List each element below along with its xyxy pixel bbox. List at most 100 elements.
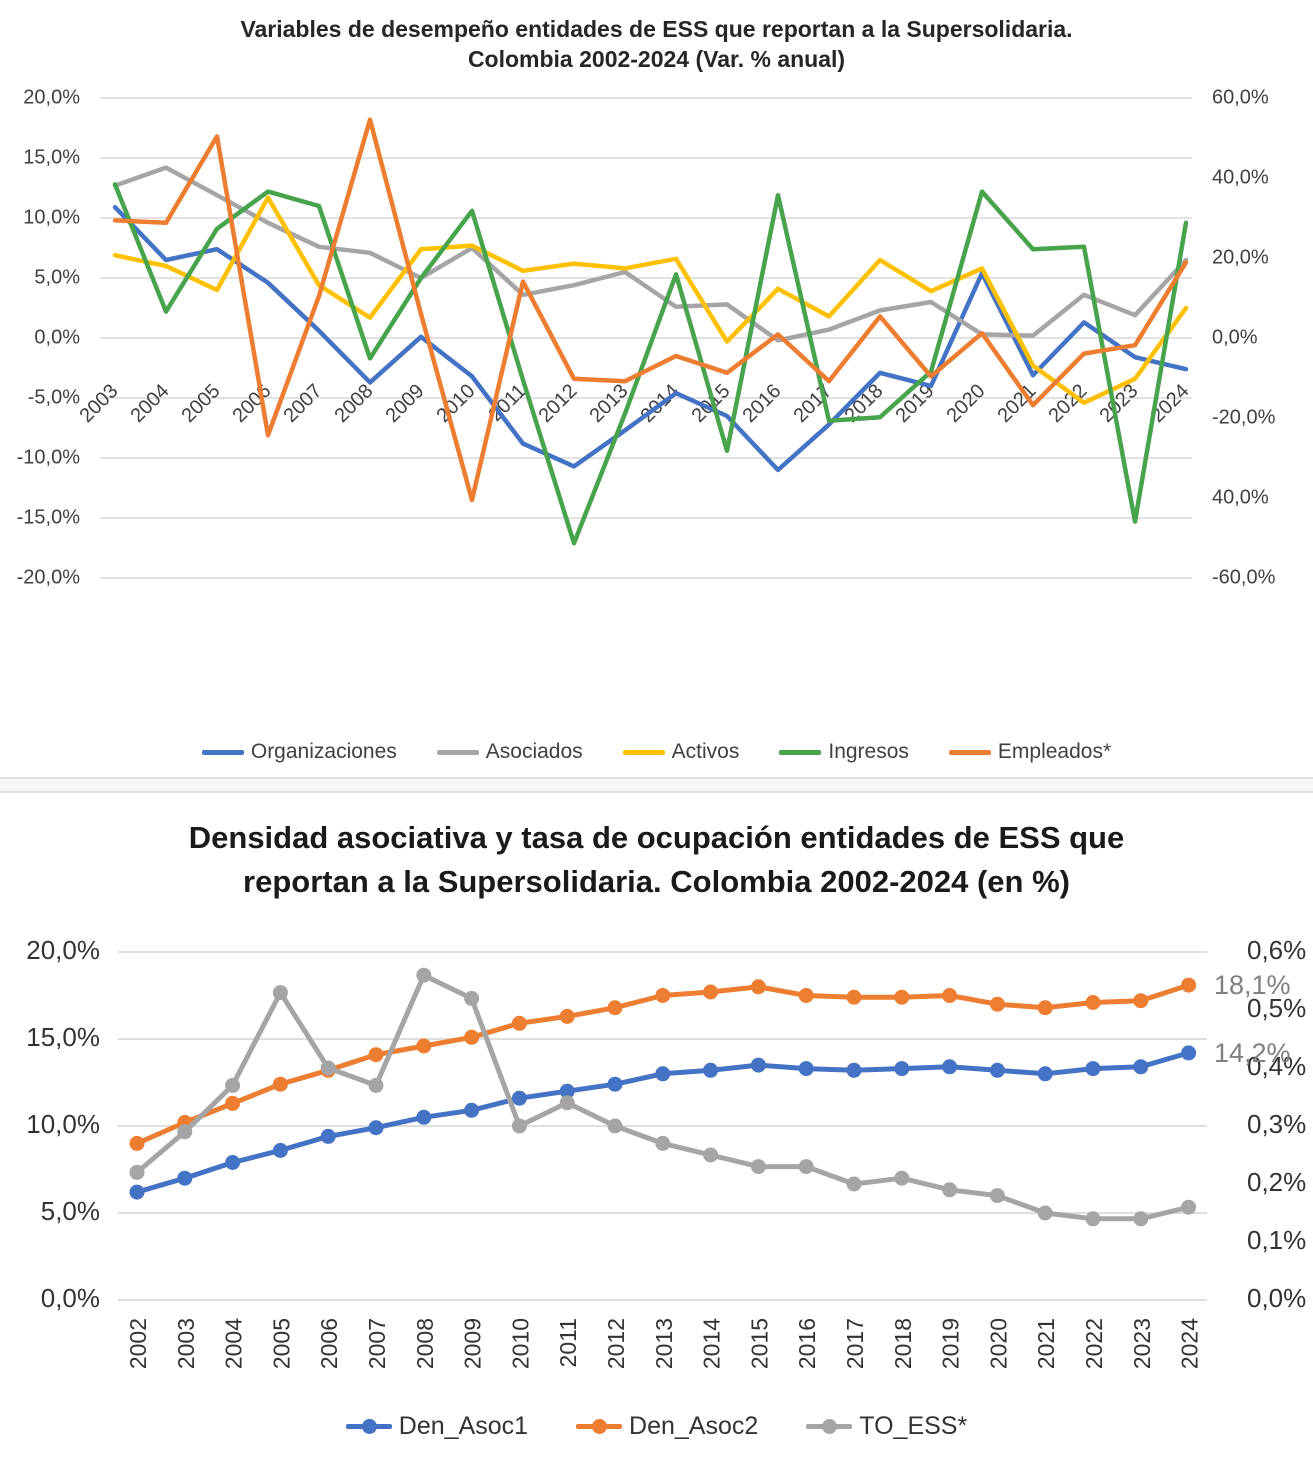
top-right-axis-tick: 40,0% — [1212, 166, 1269, 188]
bottom-series-marker-den-asoc2 — [989, 996, 1005, 1012]
bottom-series-marker-to-ess- — [703, 1147, 719, 1163]
bottom-series-marker-den-asoc1 — [320, 1128, 336, 1144]
bottom-series-marker-den-asoc2 — [511, 1015, 527, 1031]
legend-item-den-asoc1: Den_Asoc1 — [345, 1412, 528, 1441]
top-chart-legend: Organizaciones Asociados Activos Ingresos Em… — [0, 736, 1313, 768]
bottom-series-marker-den-asoc2 — [846, 989, 862, 1005]
bottom-x-axis-label: 2006 — [316, 1318, 342, 1369]
bottom-x-axis-label: 2024 — [1177, 1318, 1203, 1369]
bottom-series-marker-den-asoc2 — [1085, 995, 1101, 1010]
bottom-right-axis-tick: 0,2% — [1247, 1167, 1306, 1197]
top-left-axis-tick: 20,0% — [23, 86, 80, 108]
top-left-axis-tick: 15,0% — [23, 146, 80, 168]
bottom-series-marker-den-asoc1 — [703, 1062, 719, 1078]
top-right-axis-tick: 40,0% — [1212, 486, 1269, 508]
bottom-series-marker-den-asoc2 — [607, 1000, 623, 1016]
bottom-x-axis-label: 2021 — [1033, 1318, 1059, 1369]
bottom-x-axis-label: 2011 — [555, 1318, 581, 1367]
bottom-left-axis-tick: 0,0% — [41, 1283, 100, 1313]
bottom-series-marker-den-asoc1 — [225, 1155, 241, 1170]
bottom-series-marker-to-ess- — [1037, 1205, 1053, 1221]
bottom-x-axis-label: 2019 — [938, 1318, 964, 1369]
bottom-series-marker-to-ess- — [750, 1159, 766, 1175]
bottom-x-axis-label: 2013 — [651, 1318, 677, 1369]
bottom-series-marker-den-asoc2 — [272, 1076, 288, 1092]
top-chart-title-line2: Colombia 2002-2024 (Var. % anual) — [467, 46, 846, 72]
bottom-right-axis-tick: 0,5% — [1247, 993, 1306, 1023]
top-x-axis-label: 2020 — [943, 380, 990, 427]
bottom-x-axis-label: 2005 — [268, 1318, 294, 1369]
top-right-axis-tick: 20,0% — [1212, 246, 1269, 268]
bottom-series-marker-den-asoc1 — [989, 1062, 1005, 1078]
bottom-series-marker-den-asoc2 — [129, 1135, 145, 1151]
bottom-series-marker-to-ess- — [320, 1060, 336, 1076]
bottom-series-marker-to-ess- — [942, 1182, 958, 1198]
legend-item-ingresos: Ingresos — [779, 740, 909, 764]
top-right-axis-tick: -20,0% — [1212, 406, 1276, 428]
bottom-series-marker-den-asoc1 — [942, 1059, 958, 1075]
legend-marker-dot — [822, 1418, 838, 1434]
bottom-series-marker-den-asoc2 — [942, 988, 958, 1003]
bottom-series-marker-den-asoc1 — [511, 1090, 527, 1106]
bottom-end-label: 18,1% — [1214, 970, 1291, 1000]
top-chart-title-line1: Variables de desempeño entidades de ESS … — [240, 16, 1073, 42]
bottom-series-marker-den-asoc2 — [703, 984, 719, 1000]
bottom-series-marker-to-ess- — [464, 990, 480, 1006]
bottom-x-axis-label: 2007 — [364, 1318, 390, 1369]
top-series-line-empleados- — [112, 117, 1189, 503]
bottom-series-marker-den-asoc1 — [1085, 1061, 1101, 1077]
legend-label: Empleados* — [997, 740, 1112, 763]
legend-swatch — [622, 749, 665, 755]
bottom-series-marker-den-asoc2 — [1037, 1000, 1053, 1016]
top-series-line-ingresos — [112, 182, 1189, 546]
bottom-series-marker-den-asoc2 — [1181, 977, 1197, 993]
bottom-left-axis-tick: 5,0% — [41, 1196, 100, 1226]
bottom-series-marker-to-ess- — [607, 1118, 623, 1134]
bottom-series-marker-den-asoc1 — [1133, 1059, 1149, 1075]
bottom-series-marker-den-asoc1 — [368, 1120, 384, 1136]
legend-label: TO_ESS* — [859, 1411, 968, 1440]
top-x-axis-label: 2012 — [535, 380, 582, 427]
bottom-series-marker-den-asoc1 — [750, 1057, 766, 1073]
bottom-series-marker-den-asoc2 — [225, 1095, 241, 1111]
bottom-x-axis-label: 2003 — [173, 1318, 199, 1369]
bottom-x-axis-label: 2010 — [507, 1318, 533, 1369]
bottom-chart-title-line2: reportan a la Supersolidaria. Colombia 2… — [243, 864, 1070, 899]
bottom-series-marker-den-asoc1 — [1037, 1066, 1053, 1082]
bottom-x-axis-label: 2017 — [842, 1318, 868, 1369]
top-series-line-asociados — [112, 165, 1189, 343]
legend-swatch — [948, 749, 991, 755]
legend-item-asociados: Asociados — [436, 740, 583, 764]
bottom-right-axis-tick: 0,6% — [1247, 935, 1306, 965]
bottom-series-marker-den-asoc2 — [464, 1029, 480, 1045]
chart-divider — [0, 777, 1313, 793]
top-series-line-activos — [112, 195, 1189, 406]
bottom-series-marker-to-ess- — [1133, 1211, 1149, 1227]
legend-marker-dot — [592, 1418, 608, 1434]
bottom-series-marker-den-asoc2 — [750, 979, 766, 995]
legend-label: Organizaciones — [250, 740, 397, 763]
top-x-axis-label: 2003 — [76, 380, 123, 427]
legend-label: Den_Asoc2 — [629, 1411, 759, 1440]
top-right-axis-tick: -60,0% — [1212, 566, 1276, 588]
legend-label: Ingresos — [828, 740, 909, 763]
legend-swatch — [576, 1418, 623, 1434]
top-x-axis-label: 2005 — [178, 380, 225, 427]
top-right-axis-tick: 0,0% — [1212, 326, 1258, 348]
bottom-right-axis-tick: 0,1% — [1247, 1225, 1306, 1255]
legend-item-to-ess-: TO_ESS* — [806, 1412, 967, 1441]
legend-swatch — [779, 749, 822, 755]
bottom-series-marker-to-ess- — [894, 1170, 910, 1186]
bottom-x-axis-label: 2023 — [1129, 1318, 1155, 1369]
top-left-axis-tick: -5,0% — [28, 386, 80, 408]
bottom-series-marker-den-asoc2 — [798, 988, 814, 1003]
top-x-axis-label: 2013 — [586, 380, 633, 427]
bottom-series-marker-to-ess- — [655, 1135, 671, 1151]
top-left-axis-tick: 5,0% — [34, 266, 80, 288]
bottom-series-marker-den-asoc2 — [894, 989, 910, 1005]
bottom-series-marker-den-asoc1 — [1181, 1045, 1197, 1061]
bottom-x-axis-label: 2009 — [460, 1318, 486, 1369]
bottom-x-axis-label: 2016 — [794, 1318, 820, 1369]
